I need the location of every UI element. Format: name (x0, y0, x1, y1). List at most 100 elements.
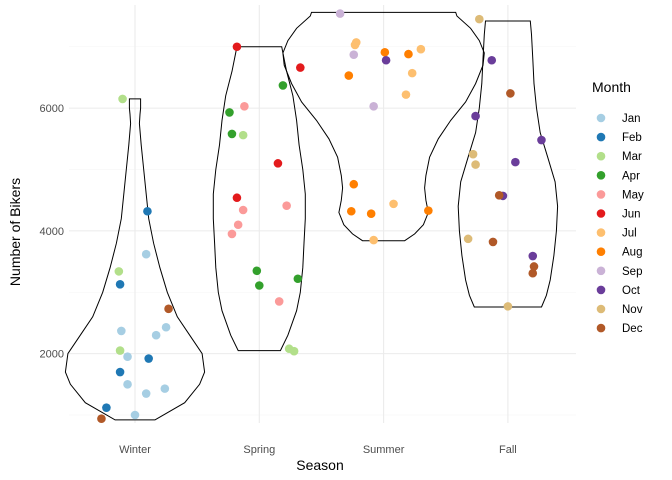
data-point-may (233, 220, 243, 230)
data-point-jun (273, 159, 283, 168)
data-point-apr (254, 281, 264, 290)
data-point-aug (404, 49, 413, 59)
data-point-jan (161, 322, 171, 332)
data-point-jan (123, 352, 132, 362)
x-tick-label: Spring (243, 444, 275, 456)
data-point-mar (115, 346, 125, 355)
violin-summer (282, 11, 485, 242)
legend-swatch-feb (596, 132, 606, 142)
data-point-oct (528, 251, 538, 261)
data-point-oct (537, 135, 546, 145)
data-point-oct (487, 55, 497, 65)
legend-swatch-dec (596, 323, 606, 333)
data-point-oct (511, 157, 520, 167)
x-axis-title: Season (296, 457, 343, 473)
data-point-dec (529, 262, 539, 271)
data-point-jan (141, 249, 151, 259)
data-point-aug (344, 71, 354, 80)
legend-swatch-jul (596, 228, 606, 237)
data-point-mar (118, 94, 127, 104)
data-point-jun (232, 42, 242, 52)
data-point-dec (488, 237, 498, 247)
grid-lines (69, 5, 576, 423)
data-point-feb (144, 354, 153, 363)
legend-items: Jan Feb Mar Apr May Jun Jul Aug Sep Oct Nov Dec (596, 113, 644, 335)
legend-label-jul: Jul (622, 228, 637, 240)
x-tick-label: Winter (119, 444, 151, 456)
legend-label-sep: Sep (622, 266, 642, 278)
data-point-jan (130, 410, 140, 420)
data-point-nov (471, 160, 480, 169)
data-point-apr (225, 108, 234, 117)
data-point-aug (349, 179, 359, 189)
legend-label-aug: Aug (622, 247, 642, 259)
data-point-jun (296, 63, 305, 72)
y-axis-title: Number of Bikers (7, 178, 23, 286)
legend-swatch-nov (596, 304, 606, 314)
data-point-dec (506, 89, 515, 98)
y-tick-label: 4000 (40, 226, 64, 238)
legend-swatch-jun (596, 209, 606, 218)
data-point-oct (381, 55, 391, 65)
legend-swatch-sep (596, 266, 606, 276)
legend: Month Jan Feb Mar Apr May Jun Jul Aug Sep Oct Nov D… (592, 79, 644, 335)
legend-swatch-jan (596, 113, 606, 123)
violin-fall (457, 20, 559, 308)
legend-label-feb: Feb (622, 132, 642, 144)
data-point-nov (503, 302, 513, 311)
data-point-may (240, 101, 249, 111)
data-point-jun (232, 193, 242, 203)
data-point-dec (528, 268, 538, 278)
data-point-feb (102, 403, 111, 412)
data-point-apr (227, 129, 237, 139)
x-tick-label: Fall (499, 444, 517, 456)
data-point-jan (151, 330, 161, 340)
legend-label-may: May (622, 189, 644, 201)
data-point-mar (114, 267, 124, 276)
data-point-jul (351, 38, 361, 47)
data-point-aug (424, 206, 433, 215)
data-point-nov (463, 234, 473, 244)
data-point-jul (389, 199, 398, 209)
legend-label-apr: Apr (622, 170, 640, 182)
legend-label-jan: Jan (622, 113, 641, 125)
data-point-dec (494, 190, 504, 200)
y-tick-label: 2000 (40, 349, 64, 361)
legend-swatch-apr (596, 171, 606, 180)
legend-title: Month (592, 79, 631, 95)
data-point-may (282, 201, 291, 211)
data-point-nov (475, 14, 484, 24)
data-point-jan (141, 389, 151, 398)
legend-label-nov: Nov (622, 304, 643, 316)
data-point-jan (117, 326, 126, 336)
data-point-mar (289, 346, 299, 356)
x-tick-label: Summer (363, 444, 405, 456)
data-point-mar (238, 130, 248, 140)
data-point-sep (369, 101, 378, 111)
data-point-apr (252, 266, 262, 276)
x-axis-tick-labels: Winter Spring Summer Fall (119, 444, 517, 456)
data-point-jul (407, 68, 417, 78)
data-point-aug (380, 47, 390, 57)
data-point-jan (123, 380, 132, 389)
legend-label-oct: Oct (622, 285, 641, 297)
data-point-aug (366, 209, 376, 218)
data-point-feb (115, 279, 125, 289)
violin-winter (64, 98, 206, 421)
data-point-feb (143, 206, 152, 216)
data-point-sep (335, 9, 345, 18)
data-point-may (227, 229, 237, 239)
data-point-apr (293, 274, 303, 284)
data-point-jul (369, 235, 378, 245)
legend-label-dec: Dec (622, 323, 643, 335)
data-point-dec (97, 414, 106, 424)
data-point-aug (346, 206, 356, 216)
legend-swatch-may (596, 190, 606, 199)
legend-label-jun: Jun (622, 209, 641, 221)
data-point-nov (468, 149, 478, 159)
data-point-feb (115, 367, 125, 377)
data-point-jul (401, 90, 411, 99)
data-point-may (274, 297, 284, 306)
